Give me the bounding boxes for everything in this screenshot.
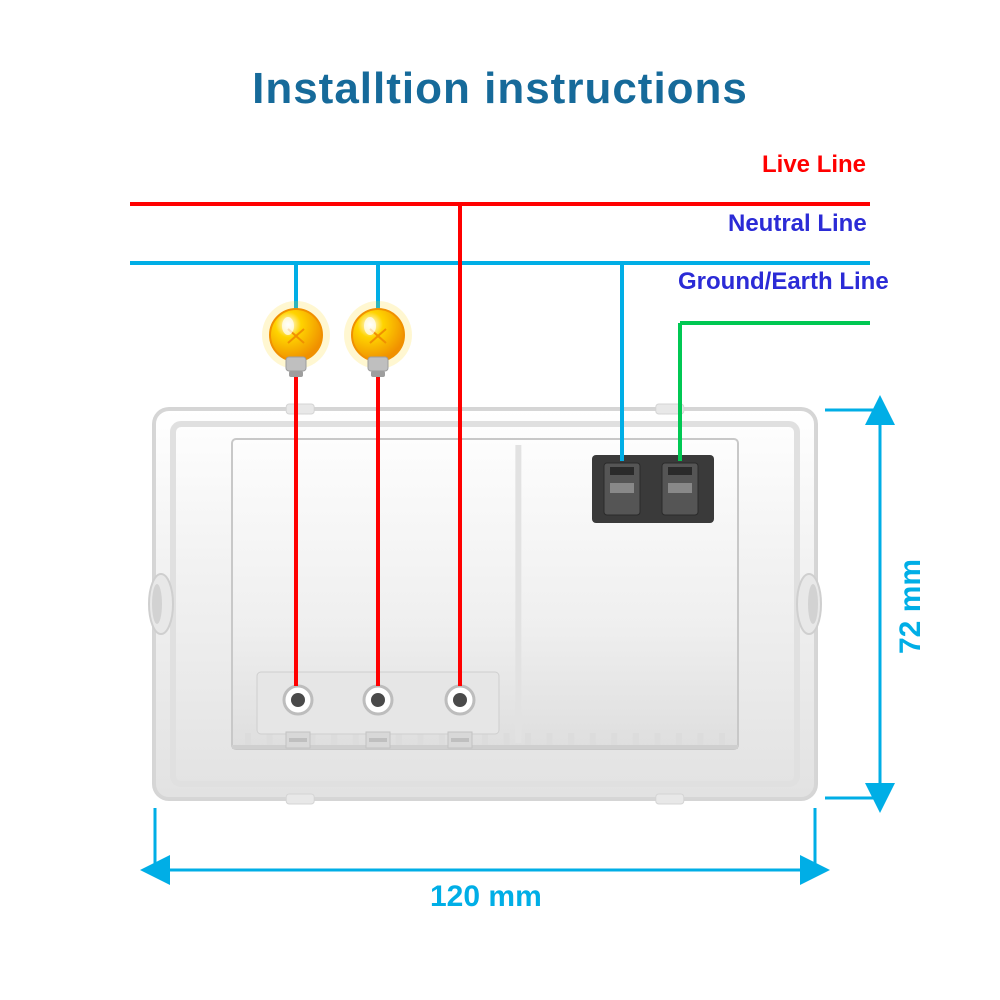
diagram-canvas: Installtion instructions Live Line Neutr… bbox=[0, 0, 1000, 1000]
wiring-svg bbox=[0, 0, 1000, 1000]
